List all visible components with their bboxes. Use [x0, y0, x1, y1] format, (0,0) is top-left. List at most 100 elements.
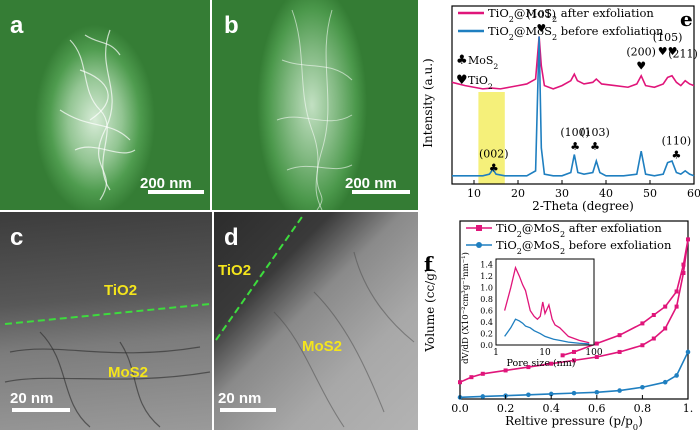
bet-series-line-after	[459, 239, 689, 383]
panel-b-sem-image: b 200 nm	[212, 0, 418, 210]
bet-y-axis-label: Volume (cc/g)	[423, 268, 437, 352]
bet-point-after	[640, 321, 645, 326]
xrd-peak-symbol: ♣	[489, 161, 499, 174]
panel-d-label: d	[224, 224, 239, 251]
bet-chart: 0.0 0.2 0.4 0.6 0.8 1. Reltive pressure (p/p0)…	[423, 220, 694, 430]
bet-point-after	[617, 349, 622, 354]
xrd-legend-label: TiO2@MoS2 before exfoliation	[488, 24, 664, 42]
bet-inset-x-tick-label: 1	[493, 348, 499, 358]
bet-point-before	[480, 394, 486, 399]
xrd-symbol-legend-glyph: ♥	[456, 73, 468, 88]
panel-d-scale-bar	[220, 408, 276, 412]
panel-c-tio2-label: TiO2	[104, 282, 138, 299]
bet-point-after	[572, 358, 576, 363]
xrd-peak-label: (101)	[527, 8, 557, 21]
xrd-peak-symbol: ♥	[536, 22, 546, 35]
panel-d-tem-image: d TiO2 MoS2 20 nm	[214, 212, 418, 430]
xrd-series-line-after	[451, 36, 695, 90]
bet-point-after	[686, 237, 690, 242]
bet-point-before	[685, 349, 691, 355]
panel-a-label: a	[10, 12, 24, 39]
bet-point-after	[663, 304, 668, 309]
panel-c-texture	[4, 303, 211, 428]
bet-inset-y-tick-label: 0.8	[480, 295, 493, 304]
xrd-symbol-legend-glyph: ♣	[456, 53, 468, 68]
bet-point-after	[469, 375, 474, 380]
xrd-peak-label: (200)	[626, 46, 656, 59]
panel-d-scale-text: 20 nm	[218, 390, 262, 407]
panel-a-sem-image: a 200 nm	[0, 0, 210, 210]
xrd-peak-symbol: ♣	[671, 148, 681, 161]
bet-point-after	[526, 365, 531, 370]
xrd-legend-label: TiO2@MoS2 after exfoliation	[488, 6, 654, 24]
xrd-chart: 10 20 30 40 50 60 2-Theta (degree) Intensity (a…	[421, 5, 700, 213]
bet-point-after	[503, 368, 508, 373]
panel-d-texture	[215, 213, 415, 428]
xrd-x-axis-label: 2-Theta (degree)	[532, 199, 634, 213]
bet-inset-x-tick-label: 100	[585, 348, 602, 358]
bet-point-before	[617, 388, 622, 393]
bet-point-before	[674, 373, 679, 378]
bet-legend-label: TiO2@MoS2 after exfoliation	[496, 221, 662, 239]
xrd-peak-symbol: ♥♥	[658, 45, 678, 58]
bet-point-before	[640, 384, 645, 390]
bet-inset-y-tick-label: 0.2	[480, 330, 493, 339]
panel-b-texture	[276, 9, 353, 210]
xrd-peak-label: (110)	[662, 134, 692, 147]
bet-inset-y-label: dV/dD (X10⁻²cm³g⁻¹nm⁻¹)	[460, 252, 471, 364]
bet-inset-y-tick-label: 0.0	[480, 341, 493, 350]
xrd-peak-label: (211)	[668, 47, 698, 60]
panel-a-scale-text: 200 nm	[140, 175, 192, 192]
panel-c-tem-image: c TiO2 MoS2 20 nm	[0, 212, 212, 430]
bet-inset-x-label: Pore size (nm)	[506, 358, 575, 369]
xrd-peak-symbol: ♣	[590, 140, 600, 153]
xrd-x-tick-label: 60	[687, 187, 700, 200]
bet-x-tick-label: 0.6	[588, 402, 606, 415]
xrd-y-axis-label: Intensity (a.u.)	[421, 58, 435, 147]
bet-legend-label: TiO2@MoS2 before exfoliation	[496, 238, 672, 256]
xrd-peak-symbol: ♥	[636, 60, 646, 73]
bet-point-after	[594, 355, 599, 359]
panel-c-interface-line	[4, 303, 211, 325]
panel-d-tio2-label: TiO2	[218, 262, 252, 279]
bet-point-before	[594, 389, 600, 395]
bet-x-tick-label: 0.0	[451, 402, 469, 415]
xrd-symbol-legend-label: TiO2	[468, 74, 493, 91]
xrd-highlight-band	[478, 92, 505, 184]
bet-point-before	[662, 379, 668, 385]
bet-inset-x-tick-label: 10	[539, 348, 551, 358]
bet-inset-line-after	[504, 265, 590, 344]
xrd-x-tick-label: 30	[555, 187, 569, 200]
xrd-peak-label: (103)	[580, 126, 610, 139]
panel-f-label: f	[424, 252, 434, 276]
bet-x-tick-label: 0.4	[542, 402, 560, 415]
panel-e-label: e	[680, 7, 693, 31]
xrd-peak-label: (100)	[560, 126, 590, 139]
bet-point-after	[663, 326, 668, 331]
bet-point-after	[560, 353, 565, 358]
bet-point-after	[594, 341, 599, 346]
xrd-x-tick-label: 50	[643, 187, 657, 200]
panel-c-scale-bar	[12, 408, 70, 412]
bet-inset-frame	[495, 258, 595, 346]
bet-point-after	[674, 304, 679, 309]
bet-point-after	[458, 380, 462, 385]
xrd-plot-frame	[451, 5, 695, 185]
panel-b-scale-bar	[352, 190, 410, 194]
bet-inset-y-tick-label: 1.0	[480, 284, 493, 293]
bet-point-after	[549, 361, 554, 366]
panel-a-scale-bar	[148, 190, 204, 194]
xrd-x-tick-label: 10	[467, 187, 481, 200]
bet-point-before	[548, 391, 554, 397]
bet-point-after	[651, 313, 656, 317]
panel-c-mos2-label: MoS2	[108, 364, 149, 381]
xrd-series-line-before	[452, 36, 695, 177]
bet-x-tick-label: 1.	[683, 402, 694, 415]
bet-legend-marker	[476, 242, 482, 248]
bet-x-axis-label: Reltive pressure (p/p0)	[505, 414, 643, 430]
panel-c-label: c	[10, 224, 24, 251]
bet-point-after	[480, 371, 485, 376]
bet-inset-y-tick-label: 1.2	[480, 272, 493, 281]
xrd-peak-symbol: ♣	[570, 140, 580, 153]
xrd-x-tick-label: 40	[599, 187, 613, 200]
